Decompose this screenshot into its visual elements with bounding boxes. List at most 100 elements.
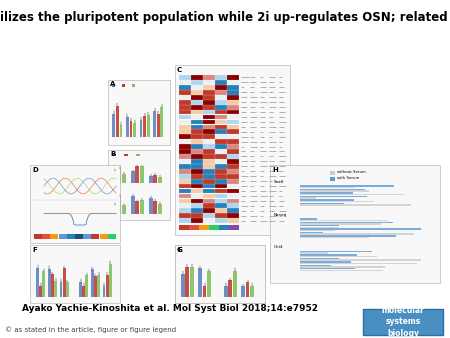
Bar	[300, 223, 382, 224]
Bar	[215, 90, 226, 95]
Bar	[203, 95, 215, 100]
Bar	[227, 209, 239, 213]
Bar	[227, 105, 239, 110]
Bar	[203, 129, 215, 134]
Bar	[300, 232, 323, 233]
Bar	[183, 275, 198, 280]
Bar	[227, 218, 239, 223]
Bar	[135, 166, 140, 183]
Bar	[227, 159, 239, 164]
Bar	[179, 213, 190, 218]
Bar	[191, 100, 202, 104]
Bar	[179, 203, 190, 208]
Text: E: E	[177, 246, 182, 252]
Bar	[103, 286, 105, 297]
Bar	[34, 234, 42, 239]
Bar	[198, 255, 214, 259]
Bar	[190, 267, 194, 297]
Bar	[135, 201, 140, 214]
Bar	[203, 144, 215, 149]
Text: F: F	[32, 246, 37, 252]
Bar	[246, 282, 249, 297]
Bar	[198, 280, 214, 285]
Bar	[177, 272, 181, 284]
Bar	[183, 260, 198, 264]
Bar	[183, 290, 198, 295]
Bar	[179, 149, 190, 154]
Text: without Serum: without Serum	[337, 170, 366, 174]
Bar	[91, 269, 94, 297]
Bar	[227, 80, 239, 85]
Text: molecular
systems
biology: molecular systems biology	[382, 306, 424, 338]
Bar	[215, 164, 226, 169]
Bar	[363, 309, 443, 335]
Bar	[203, 135, 215, 139]
Text: LIF stabilizes the pluripotent population while 2i up-regulates OSN; related to : LIF stabilizes the pluripotent populatio…	[0, 11, 450, 24]
Bar	[179, 159, 190, 164]
Bar	[203, 159, 215, 164]
Bar	[300, 190, 369, 192]
Bar	[203, 189, 215, 193]
Bar	[203, 120, 215, 124]
Bar	[227, 179, 239, 184]
Bar	[270, 165, 440, 283]
Bar	[108, 234, 116, 239]
Bar	[203, 90, 215, 95]
Bar	[191, 209, 202, 213]
Bar	[179, 115, 190, 119]
Bar	[153, 111, 156, 137]
Bar	[191, 198, 202, 203]
Bar	[245, 275, 261, 280]
Bar	[179, 135, 190, 139]
Bar	[189, 225, 199, 230]
Bar	[183, 280, 198, 285]
Bar	[60, 282, 63, 297]
Bar	[300, 203, 344, 204]
Bar	[179, 225, 189, 230]
Bar	[215, 75, 226, 80]
Bar	[191, 149, 202, 154]
Bar	[245, 280, 261, 285]
Bar	[179, 218, 190, 223]
Bar	[215, 110, 226, 115]
Text: B: B	[110, 151, 115, 158]
Bar	[191, 105, 202, 110]
Bar	[126, 117, 129, 137]
Bar	[214, 260, 230, 264]
Bar	[75, 234, 83, 239]
Bar	[117, 169, 122, 183]
Bar	[191, 189, 202, 193]
Bar	[191, 75, 202, 80]
Bar	[191, 144, 202, 149]
Bar	[300, 194, 404, 195]
Bar	[177, 261, 181, 272]
Bar	[229, 225, 239, 230]
Bar	[215, 189, 226, 193]
Bar	[227, 85, 239, 90]
Bar	[143, 116, 146, 137]
Bar	[191, 169, 202, 174]
Bar	[215, 85, 226, 90]
Bar	[198, 270, 214, 274]
Bar	[219, 225, 229, 230]
Bar	[224, 286, 228, 297]
Bar	[245, 270, 261, 274]
Bar	[66, 282, 69, 297]
Bar	[179, 85, 190, 90]
Bar	[300, 230, 335, 232]
Bar	[191, 174, 202, 178]
Bar	[227, 213, 239, 218]
Text: Nanog: Nanog	[274, 213, 287, 217]
Bar	[227, 189, 239, 193]
Bar	[300, 256, 377, 257]
Bar	[191, 139, 202, 144]
Bar	[191, 159, 202, 164]
Bar	[215, 213, 226, 218]
Bar	[131, 171, 135, 183]
Text: with Serum: with Serum	[337, 176, 360, 180]
Bar	[300, 263, 418, 264]
Bar	[179, 129, 190, 134]
Bar	[198, 275, 214, 280]
Bar	[112, 153, 116, 156]
Bar	[300, 221, 393, 223]
